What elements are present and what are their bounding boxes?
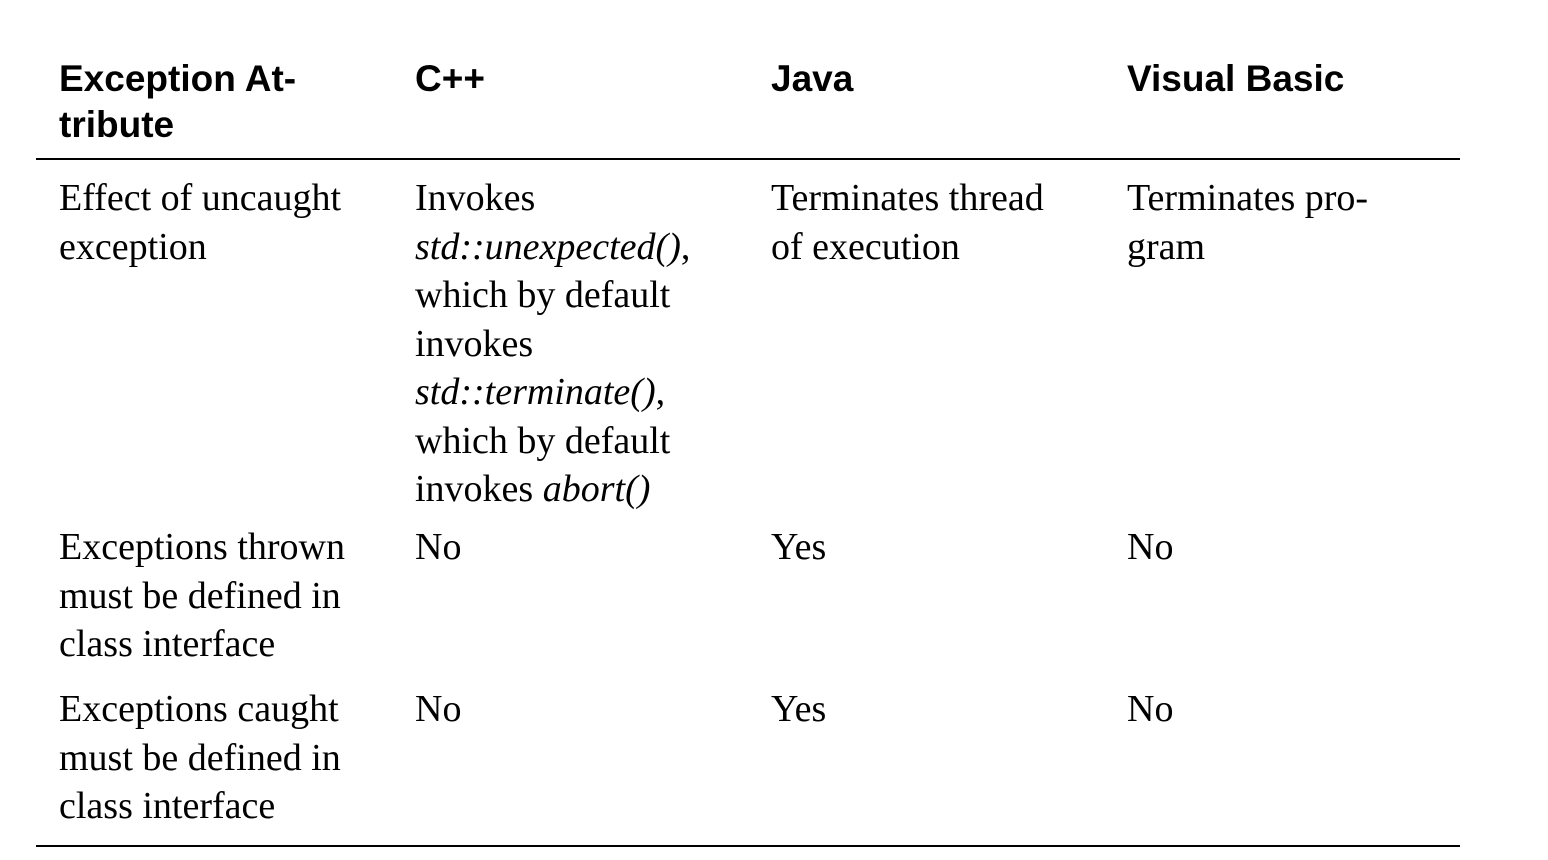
cpp-text-part: , which by default invokes bbox=[415, 371, 671, 510]
header-java: Java bbox=[771, 58, 854, 99]
cell-visual-basic: No bbox=[1127, 526, 1174, 568]
cpp-code-terminate: std::terminate() bbox=[415, 371, 656, 413]
cell-java: Yes bbox=[771, 526, 827, 568]
header-cpp: C++ bbox=[415, 58, 485, 99]
table-row: Exceptions thrown must be defined in cla… bbox=[36, 523, 1460, 685]
cpp-text-part: , which by default invokes bbox=[415, 225, 691, 365]
cell-cpp: No bbox=[415, 526, 462, 568]
cpp-code-abort: abort() bbox=[542, 468, 651, 510]
cell-java: Yes bbox=[771, 688, 827, 730]
header-exception-attribute: Exception At- tribute bbox=[59, 58, 297, 145]
table-row: Exceptions caught must be defined in cla… bbox=[36, 685, 1460, 845]
cell-visual-basic: No bbox=[1127, 688, 1174, 730]
cell-attribute: Exceptions thrown must be defined in cla… bbox=[59, 526, 346, 665]
header-visual-basic: Visual Basic bbox=[1127, 58, 1345, 99]
cell-attribute: Effect of uncaught exception bbox=[59, 177, 342, 268]
table-row: Effect of uncaught exception Invokes std… bbox=[36, 160, 1460, 523]
table-header-row: Exception At- tribute C++ Java Visual Ba… bbox=[36, 56, 1460, 160]
cell-cpp: No bbox=[415, 688, 462, 730]
exception-comparison-table: Exception At- tribute C++ Java Visual Ba… bbox=[36, 56, 1460, 847]
cpp-code-unexpected: std::unexpected() bbox=[415, 225, 681, 268]
cell-java: Terminates thread of execution bbox=[771, 177, 1044, 268]
cell-attribute: Exceptions caught must be defined in cla… bbox=[59, 688, 341, 827]
table-bottom-rule bbox=[36, 845, 1460, 847]
cell-cpp: Invokes std::unexpected(), which by defa… bbox=[392, 174, 748, 523]
cell-visual-basic: Terminates pro- gram bbox=[1127, 177, 1369, 268]
cpp-text-part: Invokes bbox=[415, 177, 536, 219]
